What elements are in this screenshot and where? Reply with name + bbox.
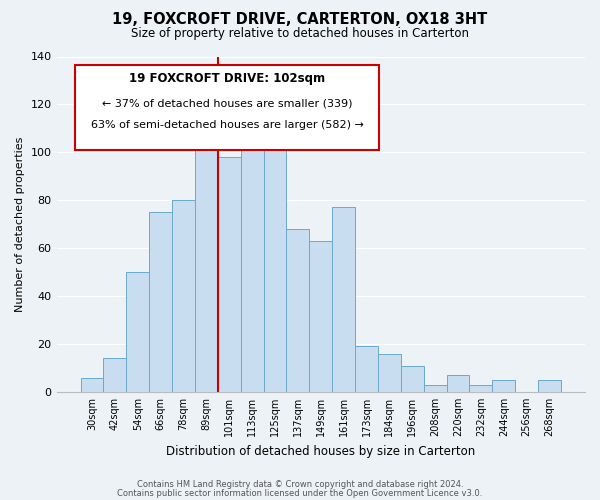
Text: Size of property relative to detached houses in Carterton: Size of property relative to detached ho… <box>131 28 469 40</box>
Bar <box>286 229 310 392</box>
Bar <box>446 375 469 392</box>
Bar <box>332 208 355 392</box>
Bar <box>310 241 332 392</box>
Text: Contains HM Land Registry data © Crown copyright and database right 2024.: Contains HM Land Registry data © Crown c… <box>137 480 463 489</box>
FancyBboxPatch shape <box>75 65 379 150</box>
Bar <box>172 200 195 392</box>
Text: Contains public sector information licensed under the Open Government Licence v3: Contains public sector information licen… <box>118 490 482 498</box>
Bar <box>355 346 378 392</box>
Bar <box>401 366 424 392</box>
Bar <box>263 133 286 392</box>
Text: 63% of semi-detached houses are larger (582) →: 63% of semi-detached houses are larger (… <box>91 120 364 130</box>
Bar <box>103 358 127 392</box>
Bar <box>80 378 103 392</box>
Bar <box>241 116 263 392</box>
Bar <box>378 354 401 392</box>
Bar <box>195 109 218 392</box>
Bar <box>127 272 149 392</box>
X-axis label: Distribution of detached houses by size in Carterton: Distribution of detached houses by size … <box>166 444 475 458</box>
Text: ← 37% of detached houses are smaller (339): ← 37% of detached houses are smaller (33… <box>102 98 352 108</box>
Bar <box>469 384 493 392</box>
Y-axis label: Number of detached properties: Number of detached properties <box>15 136 25 312</box>
Text: 19, FOXCROFT DRIVE, CARTERTON, OX18 3HT: 19, FOXCROFT DRIVE, CARTERTON, OX18 3HT <box>112 12 488 28</box>
Bar <box>149 212 172 392</box>
Text: 19 FOXCROFT DRIVE: 102sqm: 19 FOXCROFT DRIVE: 102sqm <box>129 72 325 85</box>
Bar <box>218 157 241 392</box>
Bar <box>424 384 446 392</box>
Bar <box>538 380 561 392</box>
Bar <box>493 380 515 392</box>
